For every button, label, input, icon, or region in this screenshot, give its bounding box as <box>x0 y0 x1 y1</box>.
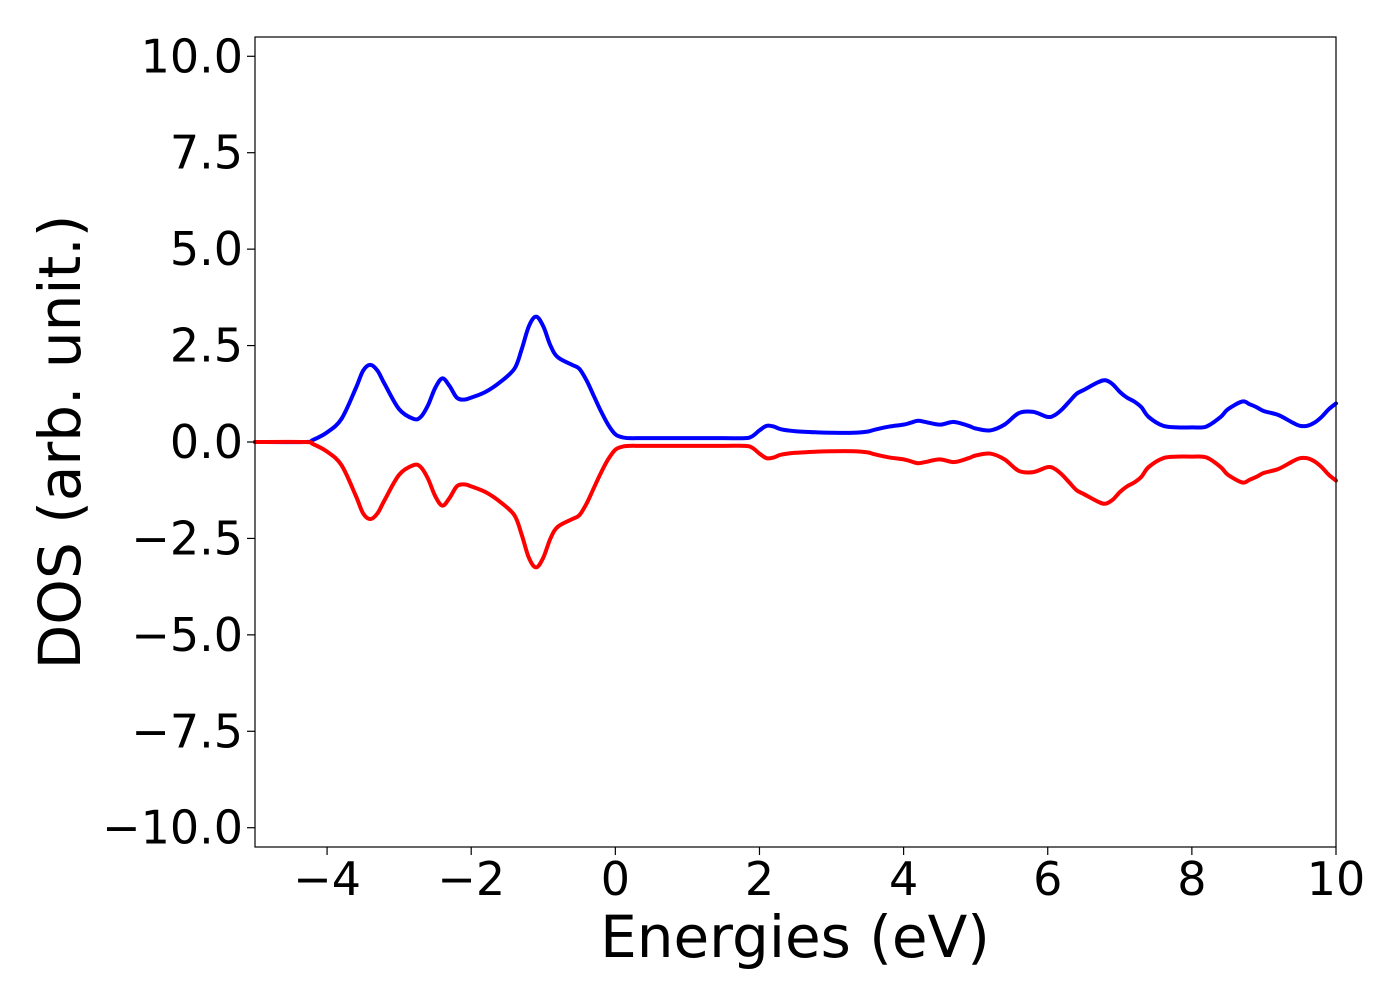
y-tick-label: −10.0 <box>102 801 243 855</box>
y-axis-label: DOS (arb. unit.) <box>26 215 94 670</box>
x-tick-label: 2 <box>745 852 774 906</box>
x-axis-label: Energies (eV) <box>600 903 990 971</box>
y-tick-label: 2.5 <box>170 319 243 373</box>
series-line-2 <box>253 439 1338 570</box>
x-tick-label: 8 <box>1177 852 1206 906</box>
y-tick-label: 0.0 <box>170 415 243 469</box>
series-layer <box>253 314 1338 570</box>
series-line-1 <box>253 314 1338 445</box>
y-tick-label: 10.0 <box>141 29 243 83</box>
x-tick-label: 4 <box>889 852 918 906</box>
x-tick-label: −2 <box>437 852 505 906</box>
x-tick-label: 6 <box>1033 852 1062 906</box>
x-tick-label: 0 <box>601 852 630 906</box>
x-tick-label: 10 <box>1307 852 1366 906</box>
y-tick-label: 7.5 <box>170 126 243 180</box>
y-tick-label: −5.0 <box>131 608 243 662</box>
y-tick-label: −2.5 <box>131 511 243 565</box>
x-tick-label: −4 <box>293 852 361 906</box>
y-axis: 10.0 7.5 5.0 2.5 0.0 −2.5 −5.0 −7.5 −10.0 <box>102 29 255 855</box>
x-axis: −4 −2 0 2 4 6 8 10 <box>293 847 1365 906</box>
y-tick-label: −7.5 <box>131 704 243 758</box>
y-tick-label: 5.0 <box>170 222 243 276</box>
